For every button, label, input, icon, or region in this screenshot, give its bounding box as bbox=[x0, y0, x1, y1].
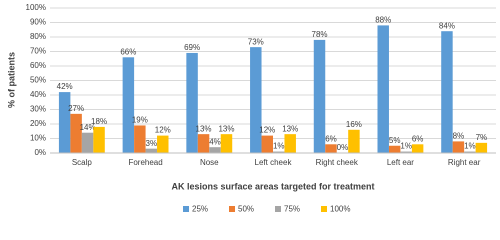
x-tick-label: Forehead bbox=[128, 158, 162, 167]
bar bbox=[186, 52, 198, 154]
y-axis-title: % of patients bbox=[6, 52, 16, 108]
value-label: 6% bbox=[325, 134, 337, 143]
bar bbox=[81, 132, 94, 153]
bar bbox=[145, 148, 158, 153]
value-label: 1% bbox=[464, 142, 476, 151]
x-tick-label: Left cheek bbox=[255, 158, 293, 167]
y-tick-label: 50% bbox=[30, 76, 46, 85]
y-tick-label: 100% bbox=[26, 3, 46, 12]
value-label: 69% bbox=[184, 43, 200, 52]
bar bbox=[313, 39, 326, 153]
bar bbox=[197, 134, 210, 153]
legend-swatch bbox=[275, 206, 281, 212]
bar bbox=[441, 31, 453, 154]
x-tick-label: Right cheek bbox=[316, 158, 359, 167]
bar bbox=[273, 151, 285, 153]
y-tick-label: 80% bbox=[30, 32, 46, 41]
value-label: 0% bbox=[337, 143, 349, 152]
legend-swatch bbox=[321, 206, 327, 212]
value-label: 12% bbox=[155, 126, 171, 135]
bar bbox=[400, 151, 412, 153]
value-label: 13% bbox=[282, 124, 298, 133]
value-label: 3% bbox=[146, 139, 158, 148]
value-label: 8% bbox=[453, 132, 465, 141]
y-tick-label: 70% bbox=[30, 47, 46, 56]
bar bbox=[284, 134, 296, 153]
x-axis-title: AK lesions surface areas targeted for tr… bbox=[171, 181, 374, 191]
bar bbox=[157, 135, 169, 153]
value-label: 66% bbox=[120, 47, 136, 56]
value-label: 88% bbox=[375, 16, 391, 25]
value-label: 27% bbox=[68, 104, 84, 113]
bar bbox=[452, 141, 465, 153]
legend-label: 50% bbox=[238, 205, 254, 214]
value-label: 12% bbox=[259, 126, 275, 135]
legend-label: 75% bbox=[284, 205, 300, 214]
y-tick-label: 90% bbox=[30, 18, 46, 27]
bar bbox=[348, 129, 360, 153]
bar bbox=[122, 57, 135, 153]
legend-swatch bbox=[229, 206, 235, 212]
value-label: 16% bbox=[346, 120, 362, 129]
bar bbox=[250, 47, 262, 153]
y-tick-label: 60% bbox=[30, 61, 46, 70]
value-label: 84% bbox=[439, 21, 455, 30]
bar bbox=[377, 25, 389, 153]
bar bbox=[464, 151, 476, 153]
value-label: 1% bbox=[400, 142, 412, 151]
bar bbox=[325, 144, 337, 153]
legend-label: 100% bbox=[330, 205, 350, 214]
bar bbox=[134, 125, 146, 153]
value-label: 42% bbox=[57, 82, 73, 91]
value-label: 14% bbox=[80, 123, 96, 132]
value-label: 1% bbox=[273, 142, 285, 151]
value-label: 18% bbox=[91, 117, 107, 126]
value-label: 19% bbox=[132, 116, 148, 125]
x-tick-label: Scalp bbox=[72, 158, 93, 167]
value-label: 78% bbox=[312, 30, 328, 39]
value-label: 13% bbox=[196, 124, 212, 133]
y-tick-label: 40% bbox=[30, 90, 46, 99]
value-label: 4% bbox=[209, 137, 221, 146]
chart: % of patients AK lesions surface areas t… bbox=[6, 3, 496, 214]
y-tick-label: 0% bbox=[34, 148, 46, 157]
bar bbox=[58, 92, 71, 153]
value-label: 7% bbox=[476, 133, 488, 142]
bar bbox=[475, 142, 488, 153]
bar bbox=[93, 126, 105, 153]
bar bbox=[388, 145, 401, 153]
value-label: 13% bbox=[218, 124, 234, 133]
value-label: 73% bbox=[248, 37, 264, 46]
value-label: 5% bbox=[389, 136, 401, 145]
bar bbox=[261, 135, 273, 153]
bar bbox=[220, 134, 233, 153]
y-tick-label: 10% bbox=[30, 134, 46, 143]
legend-label: 25% bbox=[192, 205, 208, 214]
x-tick-label: Right ear bbox=[448, 158, 481, 167]
y-tick-label: 30% bbox=[30, 105, 46, 114]
legend-swatch bbox=[183, 206, 189, 212]
x-tick-label: Left ear bbox=[387, 158, 414, 167]
bar bbox=[70, 113, 82, 153]
bar bbox=[209, 147, 221, 153]
bar bbox=[411, 144, 424, 153]
value-label: 6% bbox=[412, 134, 424, 143]
y-tick-label: 20% bbox=[30, 119, 46, 128]
x-tick-label: Nose bbox=[200, 158, 219, 167]
